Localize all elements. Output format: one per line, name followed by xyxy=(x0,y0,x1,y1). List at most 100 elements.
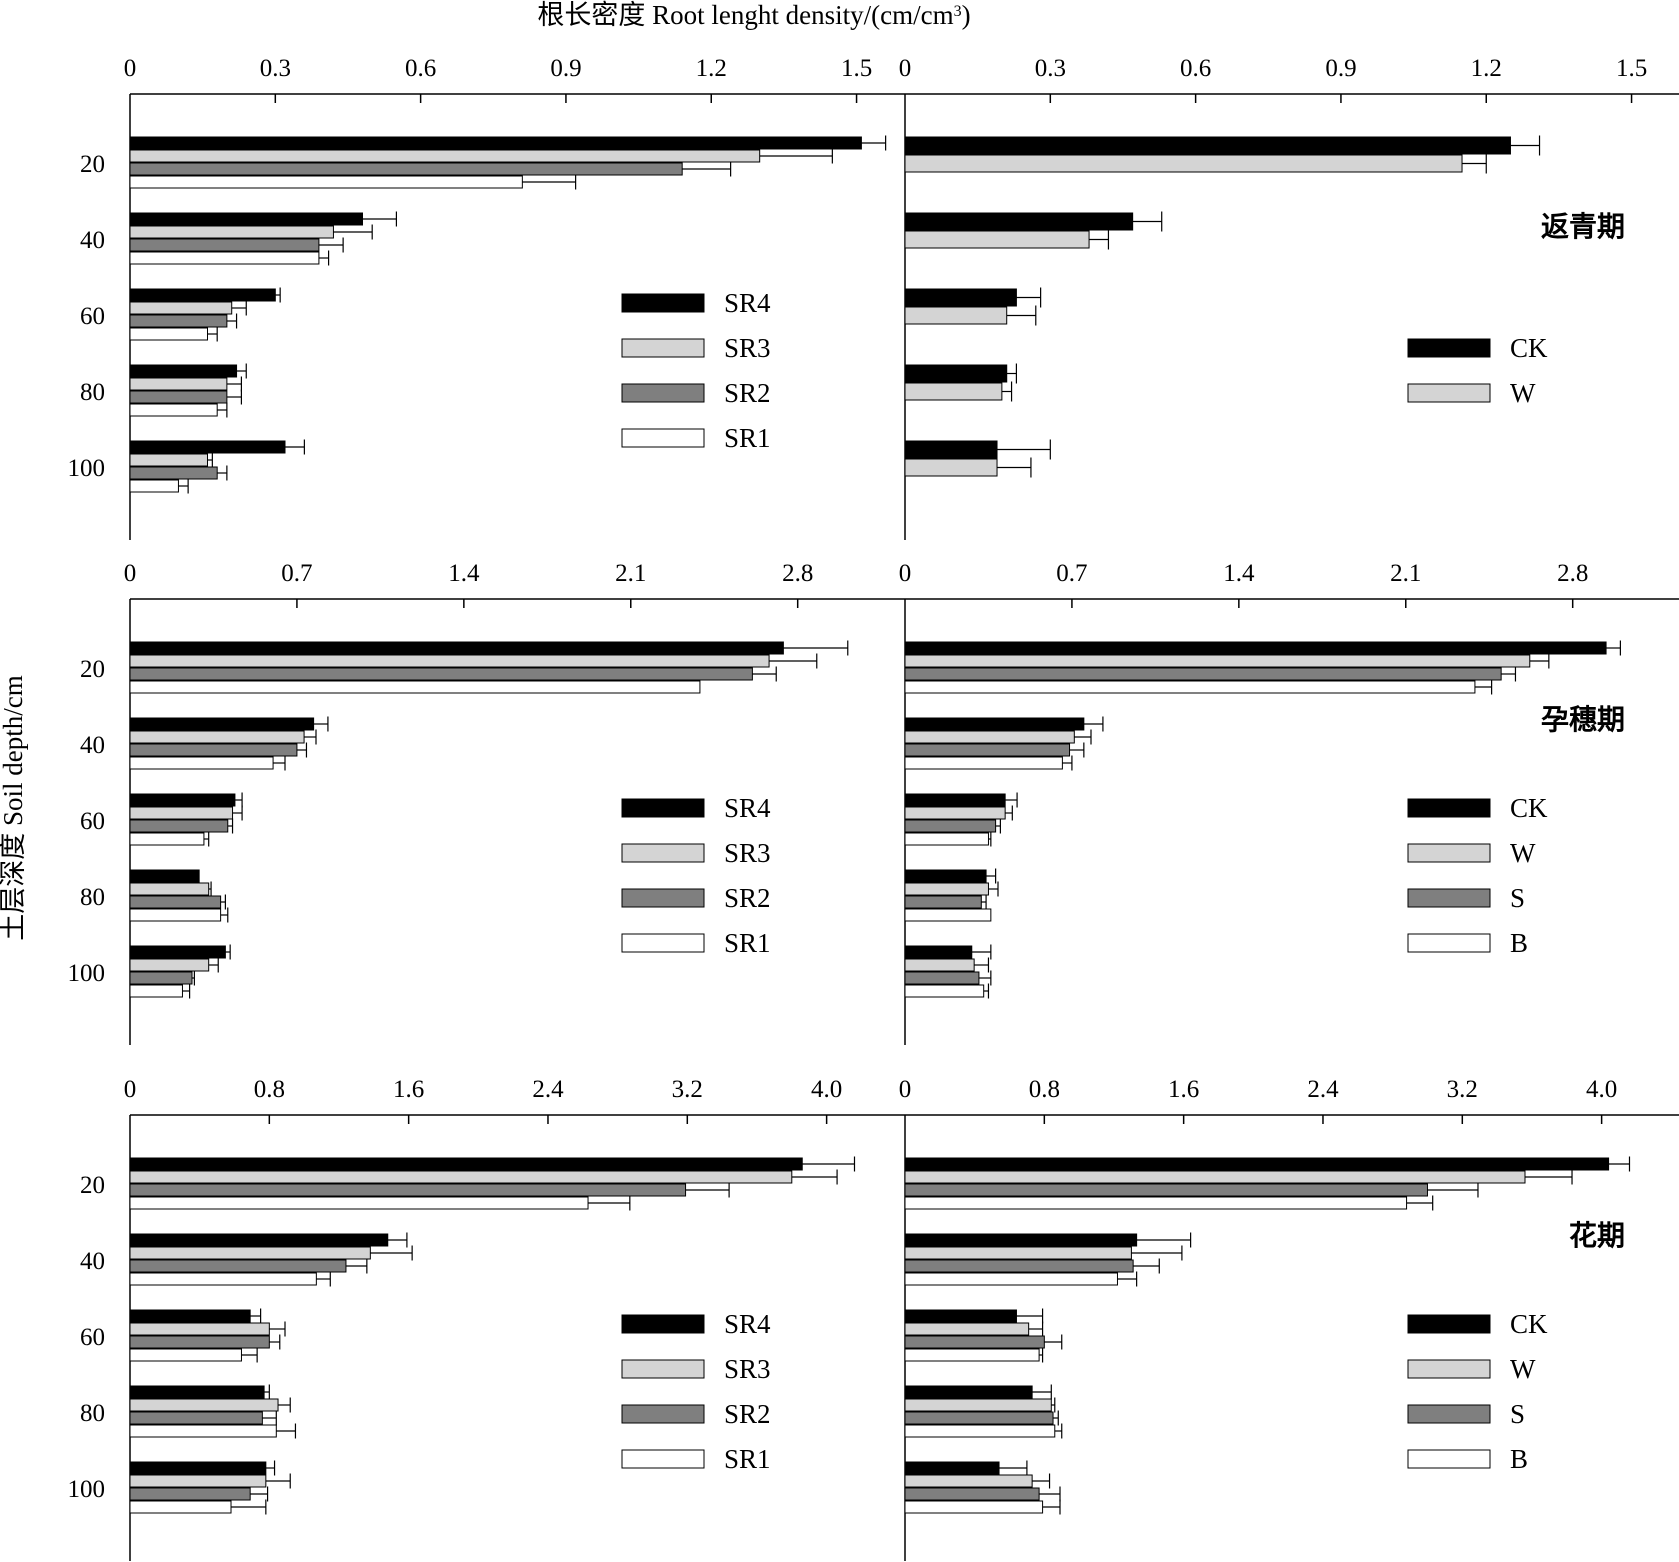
legend-swatch-w xyxy=(1407,843,1491,863)
bar-w xyxy=(904,654,1531,668)
x-tick-label: 2.4 xyxy=(532,1076,564,1103)
bar-w xyxy=(904,1474,1033,1488)
bar-s xyxy=(904,1411,1054,1425)
bar-sr3 xyxy=(129,1170,793,1184)
bar-sr4 xyxy=(129,717,315,731)
y-axis-title: 土层深度 Soil depth/cm xyxy=(0,675,28,941)
bar-sr2 xyxy=(129,819,229,833)
bar-sr1 xyxy=(129,984,183,998)
bar-sr3 xyxy=(129,730,305,744)
y-tick-label: 20 xyxy=(80,151,105,178)
y-tick-label: 20 xyxy=(80,656,105,683)
bar-s xyxy=(904,895,982,909)
panel-3: 0 0.7 1.4 2.1 2.8 CK WSB 孕穗期 xyxy=(899,560,1679,1045)
bar-sr2 xyxy=(129,1487,251,1501)
y-tick-label: 80 xyxy=(80,884,105,911)
bar-sr2 xyxy=(129,667,753,681)
legend-label-sr1: SR1 xyxy=(724,928,771,958)
x-tick-label: 3.2 xyxy=(672,1076,703,1103)
bar-ck xyxy=(904,717,1085,731)
bar-ck xyxy=(904,1461,1000,1475)
legend-label-s: S xyxy=(1510,883,1525,913)
y-tick-label: 40 xyxy=(80,227,105,254)
bar-w xyxy=(904,1170,1526,1184)
x-tick-label: 1.4 xyxy=(1223,560,1255,587)
bar-sr4 xyxy=(129,440,286,454)
bar-sr3 xyxy=(129,377,228,391)
bar-b xyxy=(904,1196,1408,1210)
legend-swatch-sr3 xyxy=(621,1359,705,1379)
bar-w xyxy=(904,458,998,477)
bar-sr3 xyxy=(129,1246,371,1260)
bar-sr3 xyxy=(129,806,234,820)
bar-sr4 xyxy=(129,1233,389,1247)
legend-label-sr3: SR3 xyxy=(724,1354,771,1384)
y-tick-label: 60 xyxy=(80,808,105,835)
x-tick-label: 0.7 xyxy=(1056,560,1087,587)
bar-w xyxy=(904,1322,1030,1336)
x-tick-label: 4.0 xyxy=(1586,1076,1617,1103)
legend-label-sr2: SR2 xyxy=(724,883,771,913)
legend-swatch-b xyxy=(1407,1449,1491,1469)
bar-sr3 xyxy=(129,149,761,163)
bar-sr4 xyxy=(129,136,862,150)
bar-sr1 xyxy=(129,479,179,493)
y-tick-label: 40 xyxy=(80,1248,105,1275)
x-tick-label: 2.1 xyxy=(615,560,646,587)
bar-sr2 xyxy=(129,162,683,176)
bar-ck xyxy=(904,1157,1610,1171)
panel-2: 0 0.7 1.4 2.1 2.8 20 40 60 80 100 SR4 SR3 SR2 SR1 xyxy=(68,560,905,1045)
bar-ck xyxy=(904,869,987,883)
x-tick-label: 0.9 xyxy=(1325,55,1356,82)
x-tick-label: 2.4 xyxy=(1307,1076,1339,1103)
x-tick-label: 2.1 xyxy=(1390,560,1421,587)
stage-label: 孕穗期 xyxy=(1541,703,1625,736)
bar-sr3 xyxy=(129,882,210,896)
bar-s xyxy=(904,1487,1040,1501)
x-tick-label: 2.8 xyxy=(1557,560,1588,587)
legend-label-sr3: SR3 xyxy=(724,838,771,868)
x-tick-label: 0 xyxy=(124,55,137,82)
bar-w xyxy=(904,806,1006,820)
legend-swatch-sr2 xyxy=(621,1404,705,1424)
bar-sr4 xyxy=(129,1461,267,1475)
bar-sr2 xyxy=(129,1411,263,1425)
x-tick-label: 0.7 xyxy=(281,560,312,587)
bar-sr3 xyxy=(129,225,334,239)
legend-swatch-sr4 xyxy=(621,1314,705,1334)
bar-ck xyxy=(904,212,1134,231)
legend-label-b: B xyxy=(1510,1444,1528,1474)
bar-sr2 xyxy=(129,743,298,757)
bar-sr2 xyxy=(129,895,222,909)
legend-swatch-ck xyxy=(1407,798,1491,818)
bar-sr3 xyxy=(129,958,210,972)
x-tick-label: 0.3 xyxy=(1035,55,1066,82)
bar-s xyxy=(904,667,1502,681)
bar-sr4 xyxy=(129,212,363,226)
bar-w xyxy=(904,730,1075,744)
bar-ck xyxy=(904,288,1017,307)
bar-w xyxy=(904,1398,1052,1412)
bar-s xyxy=(904,819,997,833)
x-tick-label: 1.5 xyxy=(1616,55,1647,82)
bar-sr4 xyxy=(129,1309,251,1323)
legend-swatch-w xyxy=(1407,383,1491,403)
y-tick-label: 60 xyxy=(80,303,105,330)
legend-label-sr1: SR1 xyxy=(724,1444,771,1474)
bar-w xyxy=(904,882,989,896)
y-tick-label: 20 xyxy=(80,1172,105,1199)
legend-label-sr2: SR2 xyxy=(724,378,771,408)
bar-sr1 xyxy=(129,1272,317,1286)
legend-label-sr3: SR3 xyxy=(724,333,771,363)
bar-s xyxy=(904,743,1071,757)
x-tick-label: 1.4 xyxy=(448,560,480,587)
x-tick-label: 1.2 xyxy=(696,55,727,82)
x-tick-label: 0 xyxy=(899,1076,912,1103)
legend-label-sr4: SR4 xyxy=(724,288,771,318)
bar-sr4 xyxy=(129,1385,265,1399)
panel-5: 0 0.8 1.6 2.4 3.2 4.0 CK WSB 花期 xyxy=(899,1076,1679,1561)
bar-b xyxy=(904,908,992,922)
bar-sr1 xyxy=(129,403,218,417)
bar-sr4 xyxy=(129,793,236,807)
bar-sr3 xyxy=(129,654,770,668)
